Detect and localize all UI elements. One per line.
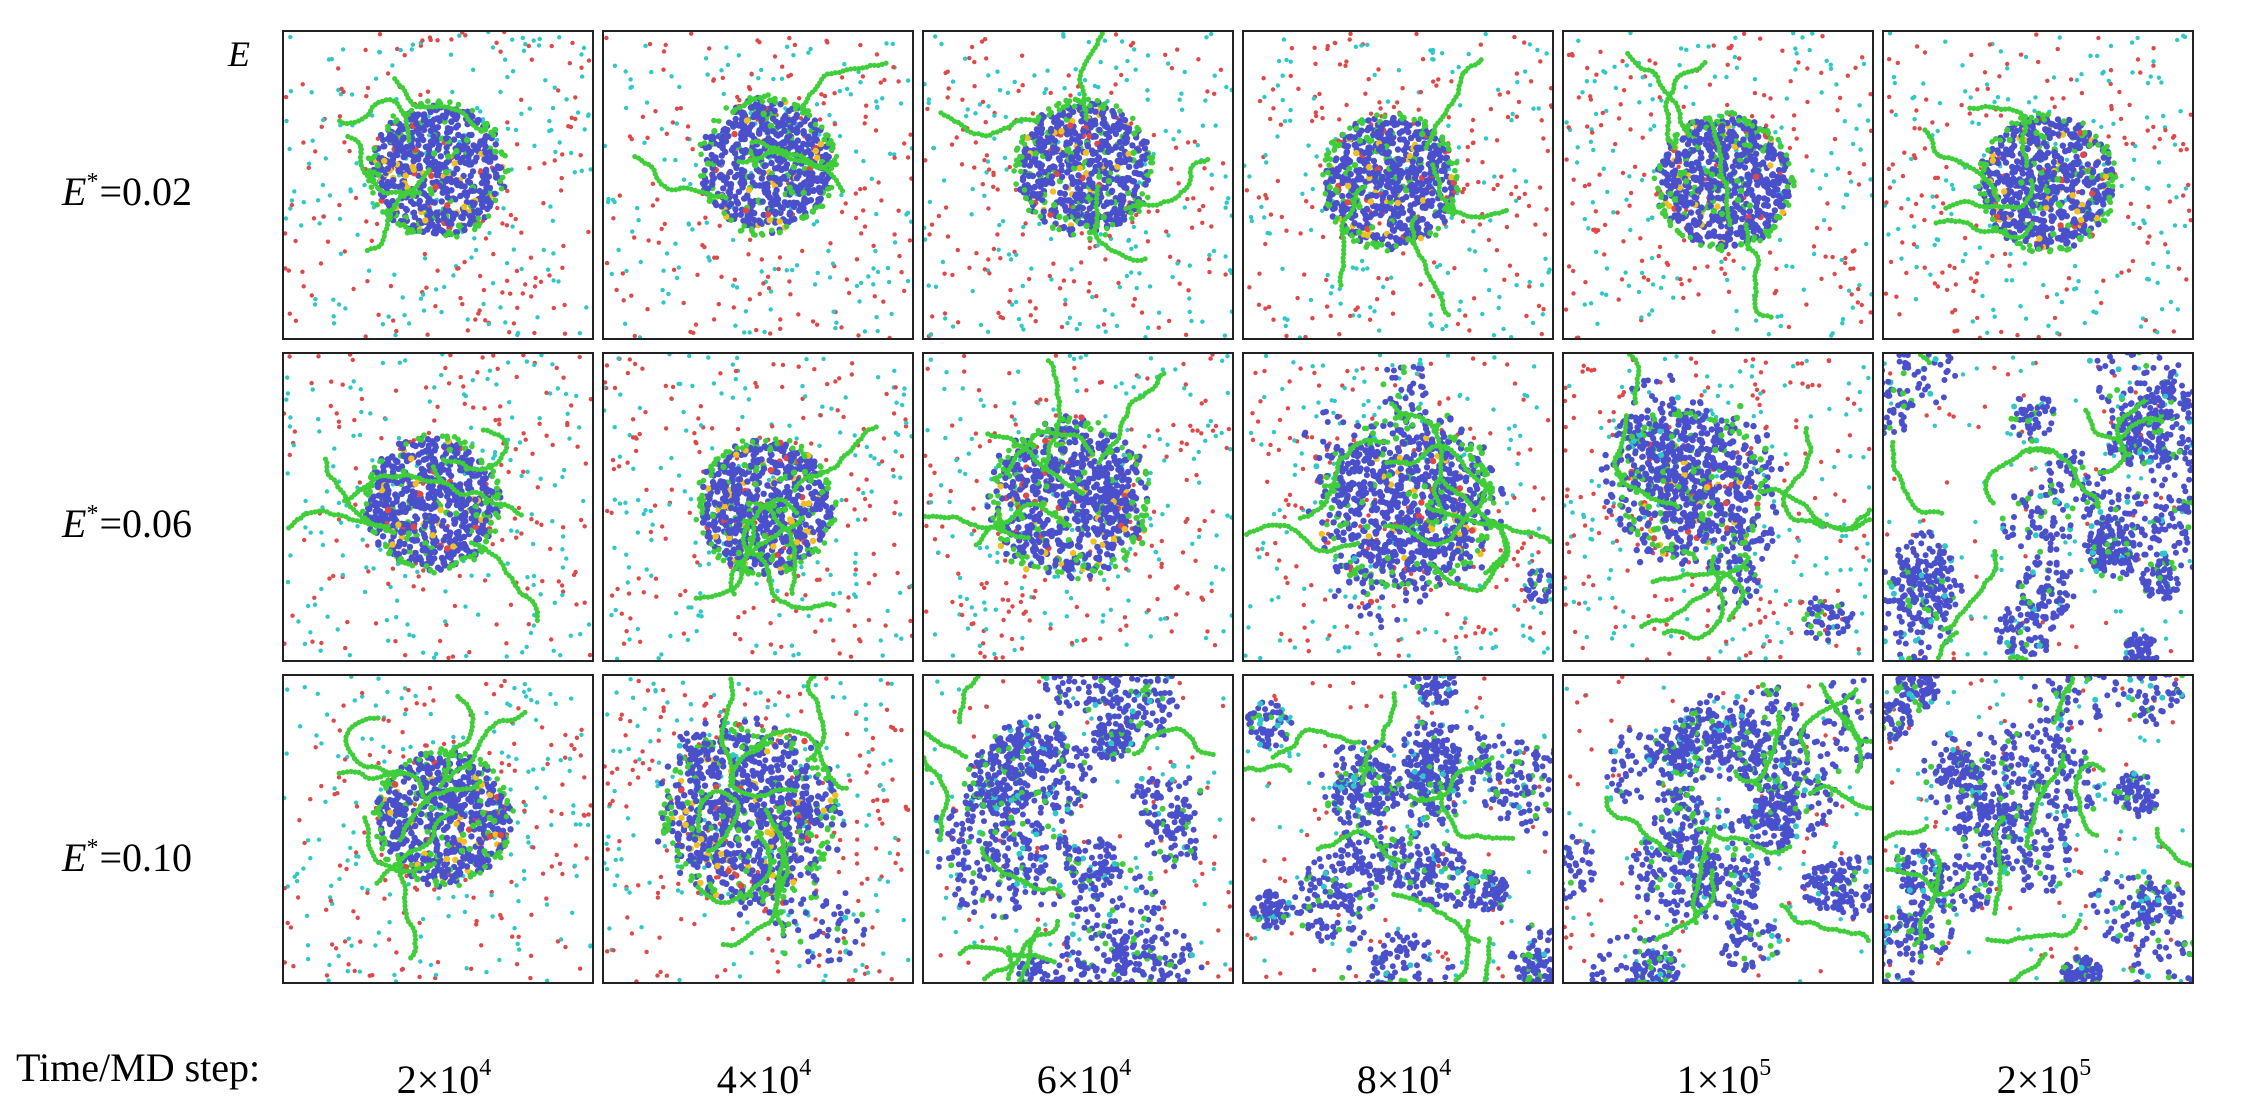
snapshot-panel-r2-c0 xyxy=(282,674,594,984)
snapshot-panel-r0-c0 xyxy=(282,30,594,340)
snapshot-render xyxy=(284,32,592,338)
snapshot-render xyxy=(1884,676,2192,982)
snapshot-render xyxy=(1244,354,1552,660)
snapshot-panel-r1-c5 xyxy=(1882,352,2194,662)
snapshot-render xyxy=(924,354,1232,660)
time-step-0: 2×104 xyxy=(397,1044,492,1104)
snapshot-panel-r0-c2 xyxy=(922,30,1234,340)
snapshot-panel-r0-c1 xyxy=(602,30,914,340)
time-step-4: 1×105 xyxy=(1677,1044,1772,1104)
snapshot-panel-r0-c3 xyxy=(1242,30,1554,340)
snapshot-render xyxy=(284,354,592,660)
snapshot-panel-r1-c3 xyxy=(1242,352,1554,662)
snapshot-panel-r2-c5 xyxy=(1882,674,2194,984)
snapshot-render xyxy=(1244,676,1552,982)
snapshot-panel-r0-c5 xyxy=(1882,30,2194,340)
snapshot-panel-r2-c3 xyxy=(1242,674,1554,984)
snapshot-render xyxy=(1564,354,1872,660)
snapshot-render xyxy=(1564,32,1872,338)
row-label-2: E*=0.10 xyxy=(62,824,272,882)
snapshot-panel-r1-c4 xyxy=(1562,352,1874,662)
field-symbol: E xyxy=(228,34,250,74)
snapshot-panel-r2-c1 xyxy=(602,674,914,984)
time-step-2: 6×104 xyxy=(1037,1044,1132,1104)
snapshot-render xyxy=(604,32,912,338)
snapshot-panel-r2-c4 xyxy=(1562,674,1874,984)
snapshot-render xyxy=(1564,676,1872,982)
snapshot-render xyxy=(604,354,912,660)
snapshot-render xyxy=(1244,32,1552,338)
snapshot-render xyxy=(604,676,911,982)
snapshot-panel-r2-c2 xyxy=(922,674,1234,984)
time-step-5: 2×105 xyxy=(1997,1044,2092,1104)
time-step-3: 8×104 xyxy=(1357,1044,1452,1104)
time-axis-title: Time/MD step: xyxy=(16,1044,260,1092)
snapshot-render xyxy=(1884,32,2192,338)
snapshot-panel-r1-c0 xyxy=(282,352,594,662)
row-label-1: E*=0.06 xyxy=(62,490,272,548)
snapshot-panel-r1-c2 xyxy=(922,352,1234,662)
row-label-0: E*=0.02 xyxy=(62,158,272,216)
snapshot-render xyxy=(284,676,592,982)
snapshot-panel-r0-c4 xyxy=(1562,30,1874,340)
time-step-1: 4×104 xyxy=(717,1044,812,1104)
snapshot-render xyxy=(924,676,1232,982)
snapshot-render xyxy=(924,32,1232,338)
snapshot-panel-r1-c1 xyxy=(602,352,914,662)
snapshot-render xyxy=(1884,354,2192,660)
